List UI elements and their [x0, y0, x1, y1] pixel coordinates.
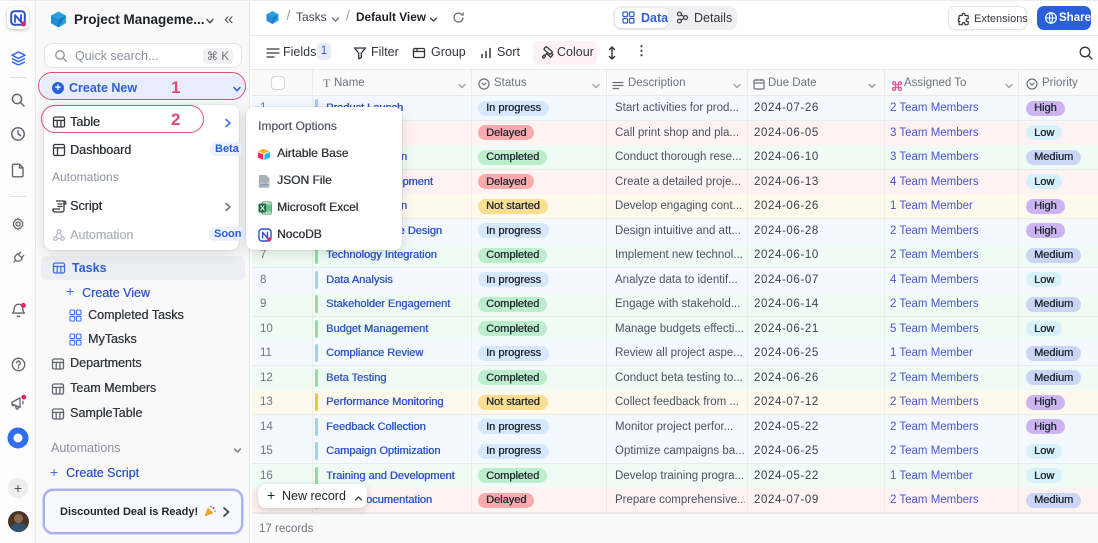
svg-text:X: X — [260, 203, 265, 212]
svg-text:JSON: JSON — [260, 181, 270, 185]
